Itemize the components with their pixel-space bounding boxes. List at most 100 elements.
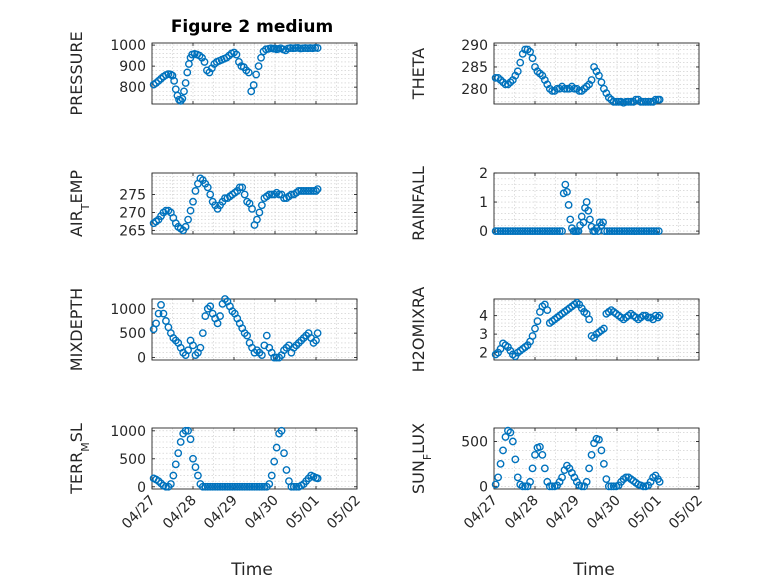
data-point — [521, 482, 530, 491]
data-point — [235, 183, 244, 192]
x-tick-label: 04/27 — [119, 493, 159, 533]
y-tick-label: 3 — [479, 327, 488, 343]
y-tick-label: 500 — [119, 326, 146, 342]
data-point — [608, 227, 616, 235]
data-point — [169, 471, 178, 480]
axes-frame — [493, 42, 700, 105]
data-point — [254, 62, 263, 71]
data-point — [206, 190, 215, 199]
data-point — [602, 475, 611, 484]
data-point — [216, 482, 224, 491]
data-point — [249, 81, 258, 89]
data-point — [211, 482, 220, 491]
data-point — [587, 76, 596, 84]
data-point — [238, 482, 247, 491]
data-point — [181, 426, 190, 435]
data-point — [168, 71, 177, 80]
data-point — [555, 227, 564, 235]
data-point — [184, 60, 193, 68]
data-point — [610, 227, 619, 235]
axes-frame — [151, 172, 358, 235]
data-point — [513, 67, 522, 76]
data-point — [639, 311, 648, 320]
data-point — [198, 482, 207, 491]
y-tick-label: 1000 — [110, 424, 146, 440]
data-point — [206, 302, 215, 311]
data-point — [162, 317, 170, 325]
data-point — [180, 87, 188, 96]
data-point — [201, 482, 210, 491]
data-point — [603, 227, 612, 235]
data-point — [223, 482, 232, 491]
y-tick-label: 275 — [119, 188, 146, 204]
data-point — [543, 227, 552, 235]
data-point — [639, 97, 648, 106]
data-point — [208, 482, 217, 491]
data-point — [630, 227, 639, 235]
data-point — [563, 187, 571, 196]
x-tick-label: 04/27 — [461, 493, 501, 533]
data-point — [491, 480, 500, 489]
data-point — [244, 68, 253, 77]
data-point — [238, 183, 247, 192]
data-point — [245, 482, 254, 491]
panel-mixdepth: 0 500 1000 MIXDEPTH — [67, 288, 358, 371]
data-point — [595, 435, 603, 444]
data-point — [632, 227, 641, 235]
data-point — [548, 227, 557, 235]
data-point — [655, 477, 664, 486]
data-point — [533, 227, 542, 235]
data-point — [545, 227, 554, 235]
data-point — [560, 84, 569, 93]
y-tick-label: 4 — [479, 309, 488, 325]
data-point — [253, 215, 261, 224]
data-point — [607, 482, 616, 491]
y-tick-label: 1000 — [110, 302, 146, 318]
y-tick-label: 900 — [119, 59, 146, 75]
data-point — [625, 227, 634, 235]
data-point — [566, 215, 575, 224]
data-point — [526, 227, 534, 235]
data-point — [287, 190, 296, 199]
x-tick-label: 05/01 — [283, 493, 323, 533]
data-point — [582, 198, 591, 206]
data-point — [299, 187, 308, 195]
data-point — [548, 482, 557, 491]
data-point — [622, 227, 631, 235]
data-point — [655, 311, 664, 320]
y-tick-label: 270 — [119, 205, 146, 221]
data-point — [206, 482, 215, 491]
data-point — [240, 482, 249, 491]
data-point — [289, 482, 298, 491]
data-point — [176, 96, 185, 105]
data-point — [221, 482, 229, 491]
data-point — [270, 457, 279, 466]
data-point — [627, 227, 636, 235]
data-point — [280, 194, 288, 203]
data-point — [506, 227, 515, 235]
data-point — [186, 435, 195, 444]
data-point — [511, 227, 520, 235]
y-tick-label: 290 — [461, 38, 488, 54]
data-point — [647, 227, 656, 235]
data-point — [615, 227, 624, 235]
y-tick-label: 800 — [119, 80, 146, 96]
data-point — [516, 227, 525, 235]
data-point — [508, 437, 517, 446]
x-axis-label-left: Time — [230, 560, 273, 580]
axes-frame — [151, 42, 358, 105]
panel-sun-flux: 0 500 04/27 04/28 04/29 04/30 05/01 05/02 SUNFLU… — [409, 423, 706, 532]
x-tick-label: 05/01 — [625, 493, 665, 533]
data-point — [225, 482, 234, 491]
data-point — [253, 482, 261, 491]
data-point — [528, 54, 537, 63]
y-axis-label: RAINFALL — [409, 166, 428, 241]
data-point — [538, 227, 547, 235]
data-point — [558, 227, 566, 235]
data-point — [170, 76, 179, 85]
data-point — [312, 187, 320, 195]
y-axis-label: THETA — [409, 48, 428, 100]
data-point — [528, 227, 537, 235]
data-point — [230, 482, 239, 491]
data-point — [213, 482, 222, 491]
